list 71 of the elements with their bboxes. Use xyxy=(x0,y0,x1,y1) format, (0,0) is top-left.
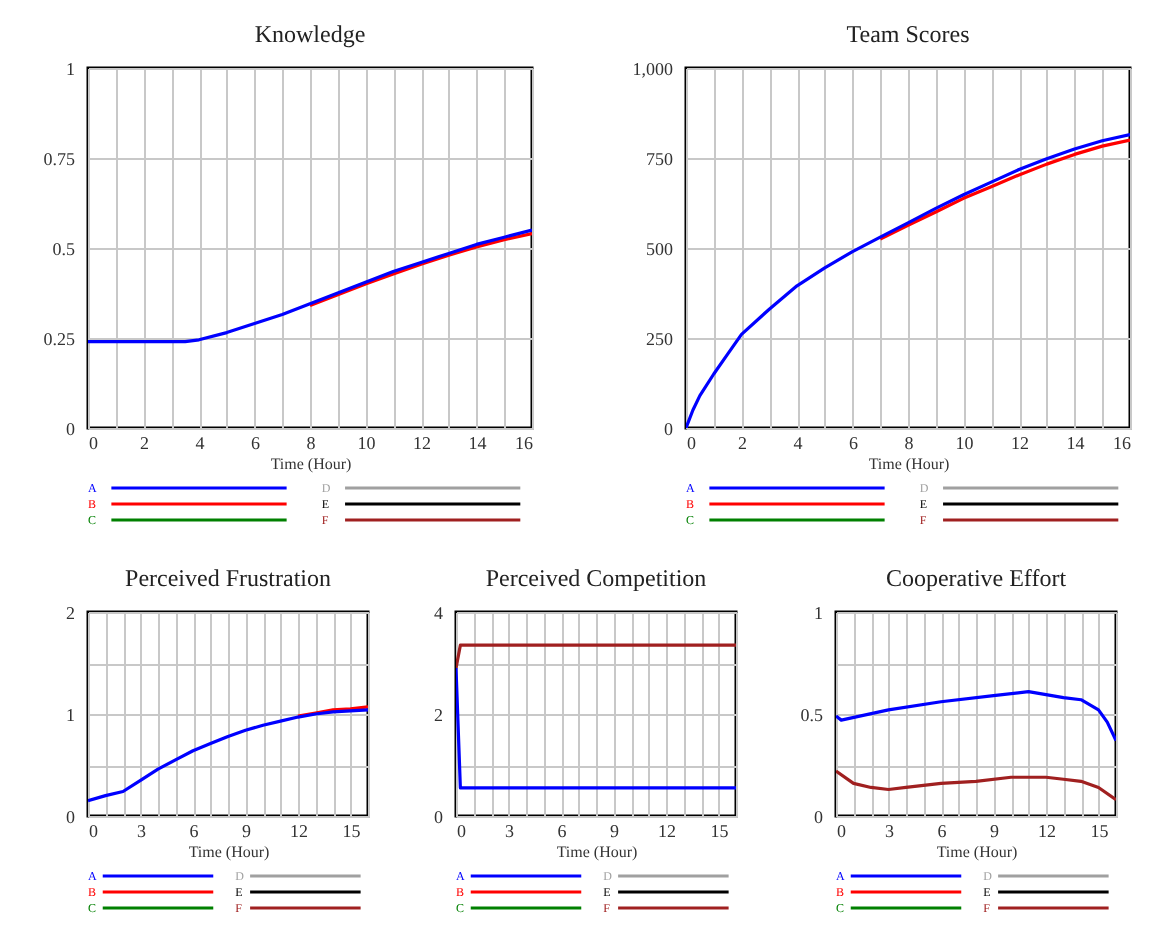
x-tick-label: 15 xyxy=(1090,821,1110,841)
line-series xyxy=(308,232,532,308)
x-tick-label: 6 xyxy=(557,821,568,841)
x-tick-label: 8 xyxy=(904,433,915,453)
x-tick-label: 0 xyxy=(457,821,467,841)
line-series xyxy=(88,228,532,344)
x-tick-label: 0 xyxy=(687,433,697,453)
x-tick-label: 6 xyxy=(849,433,859,453)
x-tick-label: 2 xyxy=(140,433,149,453)
x-tick-label: 12 xyxy=(413,433,431,453)
y-tick-label: 0.25 xyxy=(43,329,76,349)
x-tick-label: 15 xyxy=(710,821,730,841)
x-tick-label: 9 xyxy=(990,821,1000,841)
y-tick-label: 0 xyxy=(434,807,444,827)
y-tick-label: 750 xyxy=(646,149,674,169)
y-tick-label: 4 xyxy=(434,603,444,623)
x-tick-label: 6 xyxy=(937,821,948,841)
chart-title: Perceived Frustration xyxy=(125,564,331,592)
x-axis-title: Time (Hour) xyxy=(868,455,951,473)
x-tick-label: 15 xyxy=(342,821,362,841)
chart-title: Cooperative Effort xyxy=(885,564,1068,592)
line-series xyxy=(836,689,1116,743)
x-tick-label: 10 xyxy=(955,433,975,453)
y-tick-label: 1 xyxy=(66,705,75,725)
line-series xyxy=(836,769,1116,802)
chart-title: Knowledge xyxy=(254,20,366,48)
y-tick-label: 0 xyxy=(66,419,76,439)
x-axis-title: Time (Hour) xyxy=(936,843,1019,861)
x-tick-label: 14 xyxy=(468,433,488,453)
y-tick-label: 0 xyxy=(814,807,824,827)
x-tick-label: 3 xyxy=(505,821,515,841)
y-tick-label: 1 xyxy=(66,59,75,79)
x-tick-label: 0 xyxy=(89,433,99,453)
x-tick-label: 3 xyxy=(885,821,895,841)
x-tick-label: 12 xyxy=(1038,821,1056,841)
y-tick-label: 0 xyxy=(66,807,76,827)
x-axis-title: Time (Hour) xyxy=(270,455,353,473)
x-tick-label: 0 xyxy=(837,821,847,841)
line-series xyxy=(88,708,368,803)
x-tick-label: 12 xyxy=(658,821,676,841)
x-tick-label: 9 xyxy=(610,821,620,841)
y-tick-label: 2 xyxy=(434,705,443,725)
y-tick-label: 0.5 xyxy=(52,239,76,259)
x-tick-label: 0 xyxy=(89,821,99,841)
y-tick-label: 250 xyxy=(646,329,674,349)
chart-title: Perceived Competition xyxy=(485,564,707,592)
x-tick-label: 3 xyxy=(137,821,147,841)
y-tick-label: 1,000 xyxy=(632,59,674,79)
x-tick-label: 12 xyxy=(290,821,308,841)
x-tick-label: 16 xyxy=(1113,433,1132,453)
x-tick-label: 2 xyxy=(738,433,747,453)
y-tick-label: 2 xyxy=(66,603,75,623)
x-axis-title: Time (Hour) xyxy=(188,843,271,861)
x-tick-label: 10 xyxy=(357,433,377,453)
x-tick-label: 9 xyxy=(242,821,252,841)
y-tick-label: 1 xyxy=(814,603,823,623)
x-axis-title: Time (Hour) xyxy=(556,843,639,861)
x-tick-label: 8 xyxy=(306,433,317,453)
x-tick-label: 6 xyxy=(251,433,261,453)
y-tick-label: 500 xyxy=(646,239,674,259)
x-tick-label: 4 xyxy=(195,433,206,453)
line-series xyxy=(878,138,1130,241)
x-tick-label: 4 xyxy=(793,433,804,453)
x-tick-label: 16 xyxy=(515,433,534,453)
x-tick-label: 14 xyxy=(1066,433,1086,453)
y-tick-label: 0.75 xyxy=(43,149,76,169)
y-tick-label: 0.5 xyxy=(800,705,824,725)
x-tick-label: 6 xyxy=(189,821,200,841)
y-tick-label: 0 xyxy=(664,419,674,439)
chart-title: Team Scores xyxy=(846,20,971,48)
x-tick-label: 12 xyxy=(1011,433,1029,453)
